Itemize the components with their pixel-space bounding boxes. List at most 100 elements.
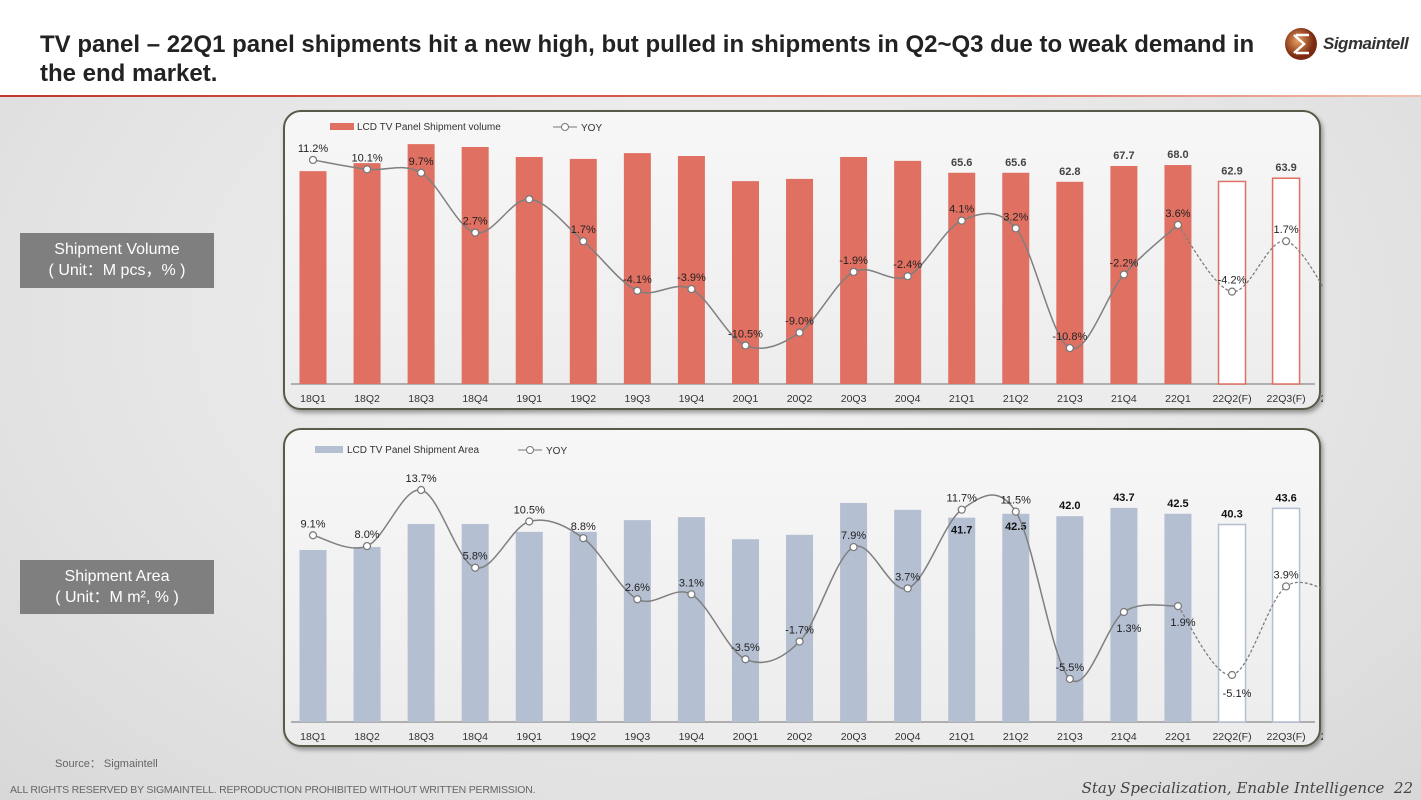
yoy-marker <box>1227 670 1237 680</box>
bar-value-label: 62.9 <box>1221 165 1242 177</box>
yoy-value-label: 5.8% <box>463 551 488 563</box>
x-tick-label: 20Q3 <box>841 393 867 405</box>
legend-line-label: YOY <box>581 123 602 134</box>
x-tick-label: 19Q2 <box>570 393 596 405</box>
x-tick-label: 21Q3 <box>1057 393 1083 405</box>
yoy-marker <box>1227 287 1237 296</box>
x-tick-label: 18Q1 <box>300 393 326 405</box>
slogan-text: Stay Specialization, Enable Intelligence <box>1081 779 1385 797</box>
bar-value-label: 43.6 <box>1275 492 1296 504</box>
yoy-value-label: 2.7% <box>463 216 488 228</box>
yoy-marker <box>1173 220 1183 230</box>
yoy-marker <box>795 328 804 337</box>
page-title: TV panel – 22Q1 panel shipments hit a ne… <box>40 31 1255 87</box>
yoy-marker <box>417 485 426 495</box>
x-tick-label: 19Q3 <box>625 393 651 405</box>
yoy-marker <box>417 168 426 177</box>
forecast-bar <box>1271 507 1301 723</box>
x-tick-label: 20Q1 <box>733 731 759 743</box>
x-tick-label: 22Q1 <box>1165 731 1191 743</box>
bar <box>1056 516 1084 722</box>
yoy-marker <box>957 505 966 514</box>
bar <box>569 531 597 722</box>
x-tick-label: 20Q4 <box>895 731 921 743</box>
x-tick-label: 21Q1 <box>949 393 975 405</box>
yoy-marker <box>579 237 588 246</box>
yoy-marker <box>633 595 642 604</box>
area-label-unit: ( Unit：M m², % ) <box>55 589 179 606</box>
yoy-marker <box>1119 270 1129 279</box>
x-tick-label: 21Q2 <box>1003 731 1029 743</box>
yoy-value-label: -4.2% <box>1218 275 1247 287</box>
x-tick-label: 20Q1 <box>733 393 759 405</box>
rights-notice: ALL RIGHTS RESERVED BY SIGMAINTELL. REPR… <box>10 784 536 796</box>
x-tick-label: 19Q2 <box>570 731 596 743</box>
yoy-marker <box>633 286 642 295</box>
bar <box>731 181 759 384</box>
bar <box>353 547 381 722</box>
area-label-title: Shipment Area <box>64 568 170 585</box>
source-note: Source： Sigmaintell <box>55 758 158 770</box>
yoy-value-label: -10.8% <box>1052 331 1087 343</box>
yoy-value-label: 3.6% <box>1165 208 1190 220</box>
x-tick-label: 22Q4(F) <box>1321 731 1323 743</box>
header-bar <box>0 0 1421 96</box>
yoy-marker <box>471 563 480 572</box>
yoy-marker <box>849 542 858 552</box>
yoy-marker <box>1281 582 1291 591</box>
yoy-marker <box>687 590 696 599</box>
logo: Sigmaintell <box>1283 26 1409 62</box>
yoy-marker <box>1281 237 1291 246</box>
x-tick-label: 18Q4 <box>462 731 488 743</box>
yoy-value-label: 8.0% <box>355 529 380 541</box>
x-tick-label: 22Q4(F) <box>1321 393 1323 405</box>
bar <box>1056 181 1084 384</box>
yoy-marker <box>362 541 372 551</box>
yoy-marker <box>1065 343 1074 353</box>
x-tick-label: 18Q4 <box>462 393 488 405</box>
volume-chart: LCD TV Panel Shipment volume YOY 18Q1 18Q2 1… <box>291 122 1323 405</box>
yoy-marker <box>308 155 318 165</box>
bar <box>407 524 435 722</box>
yoy-value-label: 1.7% <box>1274 224 1299 236</box>
title-divider <box>0 95 1421 97</box>
yoy-marker <box>471 228 480 237</box>
yoy-value-label: 3.9% <box>1274 569 1299 581</box>
logo-text: Sigmaintell <box>1323 34 1409 53</box>
yoy-value-label: 1.7% <box>571 224 596 236</box>
yoy-value-label: 3.2% <box>1003 211 1028 223</box>
x-tick-label: 21Q3 <box>1057 731 1083 743</box>
yoy-marker <box>957 216 966 225</box>
yoy-value-label: -3.5% <box>731 642 760 654</box>
x-tick-label: 22Q1 <box>1165 393 1191 405</box>
bar <box>461 147 489 384</box>
bar <box>353 163 381 384</box>
yoy-marker <box>362 165 372 174</box>
yoy-value-label: 9.7% <box>409 156 434 168</box>
yoy-marker <box>525 195 534 204</box>
bar <box>515 531 543 722</box>
x-tick-label: 19Q1 <box>516 393 542 405</box>
bar <box>1164 165 1192 384</box>
bar <box>299 550 327 722</box>
bar-value-label: 68.0 <box>1167 149 1188 161</box>
bar <box>840 502 868 722</box>
yoy-marker <box>1119 607 1129 617</box>
area-chart: LCD TV Panel Shipment Area YOY 18Q1 18Q2 18Q… <box>291 445 1323 743</box>
bar <box>677 156 705 384</box>
bar <box>407 144 435 384</box>
bar <box>569 158 597 384</box>
yoy-marker <box>1011 224 1020 233</box>
yoy-value-label: 3.7% <box>895 571 920 583</box>
sigma-logo-icon <box>1285 28 1317 60</box>
yoy-marker <box>741 655 750 664</box>
area-chart-panel: LCD TV Panel Shipment Area YOY 18Q1 18Q2 18Q… <box>283 428 1323 747</box>
yoy-marker <box>525 517 534 526</box>
x-tick-label: 21Q2 <box>1003 393 1029 405</box>
volume-label-title: Shipment Volume <box>54 241 180 258</box>
yoy-value-label: 8.8% <box>571 521 596 533</box>
yoy-value-label: 11.7% <box>947 493 978 505</box>
legend-line-marker <box>526 446 534 454</box>
yoy-marker <box>687 284 696 294</box>
legend-line-label: YOY <box>546 446 567 457</box>
